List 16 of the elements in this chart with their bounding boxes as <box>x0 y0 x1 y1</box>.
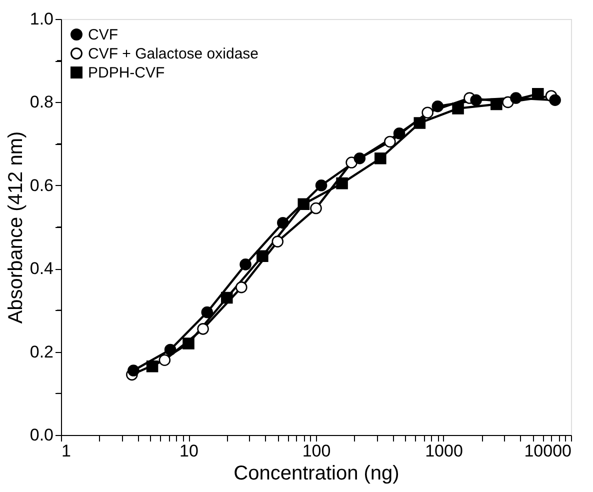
x-tick-label: 10000 <box>524 442 572 460</box>
legend-label: PDPH-CVF <box>88 64 165 82</box>
x-tick-label: 10 <box>180 442 198 460</box>
x-tick-label: 100 <box>302 442 331 460</box>
y-tick-label: 0.6 <box>30 176 54 195</box>
legend-label: CVF <box>88 26 118 44</box>
legend-label: CVF + Galactose oxidase <box>88 46 259 62</box>
y-tick-label: 0.2 <box>30 342 54 362</box>
x-axis-title: Concentration (ng) <box>234 462 400 484</box>
y-tick-label: 0.4 <box>30 259 54 278</box>
y-tick-label: 1.0 <box>30 10 54 28</box>
y-axis-title: Absorbance (412 nm) <box>4 131 27 324</box>
y-tick-label: 0.8 <box>30 92 54 112</box>
x-tick-label: 1000 <box>425 442 463 460</box>
y-tick-label: 0.0 <box>30 426 54 444</box>
x-tick-label: 1 <box>62 442 71 460</box>
